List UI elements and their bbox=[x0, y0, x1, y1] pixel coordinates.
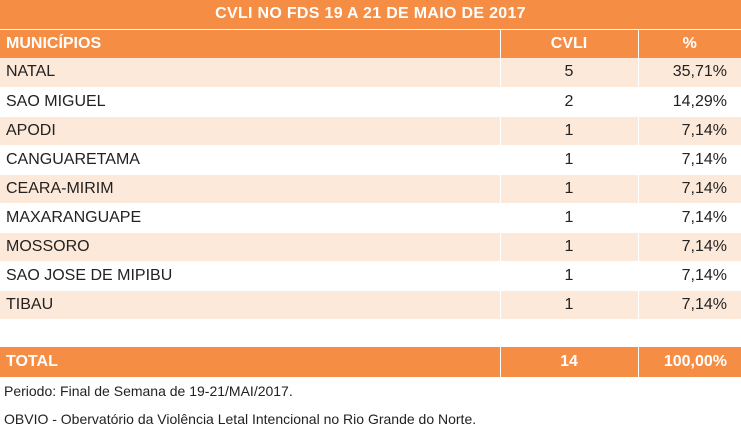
pct-cell: 7,14% bbox=[638, 174, 741, 204]
municipio-cell: MAXARANGUAPE bbox=[0, 203, 501, 233]
header-municipios: MUNICÍPIOS bbox=[0, 29, 501, 58]
municipio-cell: TIBAU bbox=[0, 290, 501, 320]
pct-cell: 7,14% bbox=[638, 261, 741, 291]
cvli-cell: 1 bbox=[500, 174, 639, 204]
table-row: MAXARANGUAPE 1 7,14% bbox=[0, 203, 741, 233]
municipio-cell: CANGUARETAMA bbox=[0, 145, 501, 175]
table-row: CEARA-MIRIM 1 7,14% bbox=[0, 174, 741, 204]
municipio-cell: CEARA-MIRIM bbox=[0, 174, 501, 204]
municipio-cell: NATAL bbox=[0, 58, 501, 88]
cvli-cell: 1 bbox=[500, 232, 639, 262]
table-row: NATAL 5 35,71% bbox=[0, 58, 741, 88]
cvli-cell: 2 bbox=[500, 87, 639, 117]
header-row: MUNICÍPIOS CVLI % bbox=[0, 29, 741, 58]
spacer-cell bbox=[0, 319, 741, 347]
header-pct: % bbox=[638, 29, 741, 58]
table-row: CANGUARETAMA 1 7,14% bbox=[0, 145, 741, 175]
municipio-cell: APODI bbox=[0, 116, 501, 146]
pct-cell: 7,14% bbox=[638, 116, 741, 146]
total-cvli: 14 bbox=[500, 347, 639, 377]
municipio-cell: MOSSORO bbox=[0, 232, 501, 262]
period-note: Periodo: Final de Semana de 19-21/MAI/20… bbox=[4, 383, 293, 399]
pct-cell: 7,14% bbox=[638, 232, 741, 262]
table-row: SAO JOSE DE MIPIBU 1 7,14% bbox=[0, 261, 741, 291]
pct-cell: 7,14% bbox=[638, 203, 741, 233]
cvli-cell: 5 bbox=[500, 58, 639, 88]
table-row: MOSSORO 1 7,14% bbox=[0, 232, 741, 262]
source-note: OBVIO - Obervatório da Violência Letal I… bbox=[4, 411, 477, 427]
total-label: TOTAL bbox=[0, 347, 501, 377]
header-cvli: CVLI bbox=[500, 29, 639, 58]
table-row: SAO MIGUEL 2 14,29% bbox=[0, 87, 741, 117]
total-pct: 100,00% bbox=[638, 347, 741, 377]
cvli-cell: 1 bbox=[500, 203, 639, 233]
cvli-cell: 1 bbox=[500, 261, 639, 291]
cvli-cell: 1 bbox=[500, 145, 639, 175]
table-body: NATAL 5 35,71% SAO MIGUEL 2 14,29% APODI 1 7,14%… bbox=[0, 58, 741, 320]
pct-cell: 35,71% bbox=[638, 58, 741, 88]
pct-cell: 7,14% bbox=[638, 145, 741, 175]
title-row: CVLI NO FDS 19 A 21 DE MAIO DE 2017 bbox=[0, 0, 741, 30]
municipio-cell: SAO JOSE DE MIPIBU bbox=[0, 261, 501, 291]
table-row: APODI 1 7,14% bbox=[0, 116, 741, 146]
cvli-table: CVLI NO FDS 19 A 21 DE MAIO DE 2017 MUNI… bbox=[0, 0, 741, 377]
table-row: TIBAU 1 7,14% bbox=[0, 290, 741, 320]
cvli-cell: 1 bbox=[500, 116, 639, 146]
spacer-row bbox=[0, 319, 741, 347]
table-title: CVLI NO FDS 19 A 21 DE MAIO DE 2017 bbox=[0, 0, 741, 30]
pct-cell: 14,29% bbox=[638, 87, 741, 117]
total-row: TOTAL 14 100,00% bbox=[0, 347, 741, 377]
municipio-cell: SAO MIGUEL bbox=[0, 87, 501, 117]
cvli-cell: 1 bbox=[500, 290, 639, 320]
pct-cell: 7,14% bbox=[638, 290, 741, 320]
